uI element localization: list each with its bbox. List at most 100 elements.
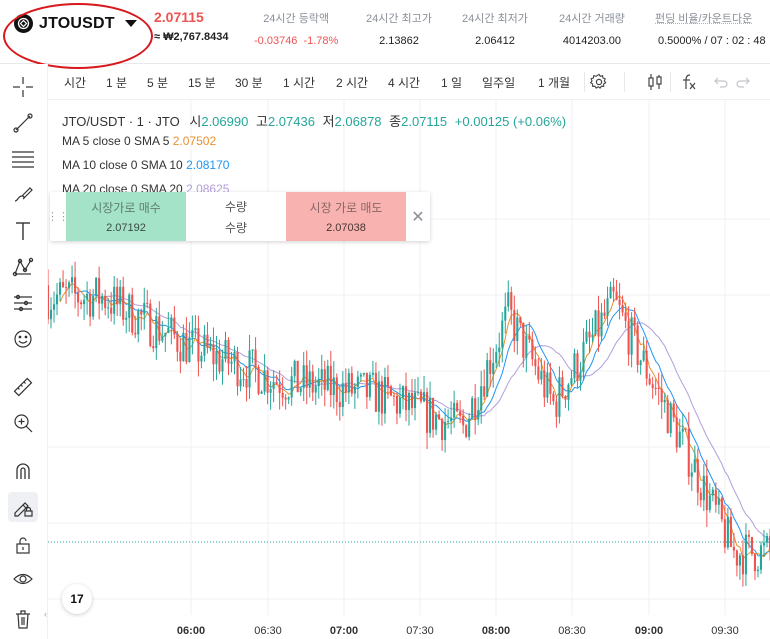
candle-body bbox=[107, 307, 110, 309]
candle-body bbox=[687, 428, 690, 477]
ma10-legend[interactable]: MA 10 close 0 SMA 10 2.08170 bbox=[62, 158, 229, 172]
market-sell-button[interactable]: 시장 가로 매도 2.07038 bbox=[286, 192, 406, 241]
candle-body bbox=[122, 286, 125, 320]
candle-body bbox=[639, 360, 642, 366]
stat-value: 2.06412 bbox=[475, 35, 515, 47]
indicators-icon[interactable] bbox=[678, 72, 698, 92]
ruler-icon[interactable] bbox=[8, 372, 38, 402]
candle-body bbox=[77, 292, 80, 303]
candle-body bbox=[206, 334, 209, 348]
tradingview-logo[interactable]: 17 bbox=[62, 584, 92, 614]
candle-body bbox=[221, 359, 224, 372]
settings-icon[interactable] bbox=[589, 72, 609, 92]
quick-trade-widget: ⋮⋮ 시장가로 매수 2.07192 수량 수량 시장 가로 매도 2.0703… bbox=[48, 192, 430, 241]
stat-label: 24시간 등락액 bbox=[263, 13, 330, 25]
candle-body bbox=[480, 386, 483, 411]
candle-body bbox=[338, 401, 341, 408]
timeframe-1d[interactable]: 1 일 bbox=[441, 76, 463, 90]
eye-icon[interactable] bbox=[8, 564, 38, 594]
candle-body bbox=[86, 293, 89, 300]
quantity-field[interactable]: 수량 수량 bbox=[186, 192, 286, 241]
candle-body bbox=[212, 344, 215, 365]
candle-body bbox=[606, 298, 609, 316]
candle-body bbox=[636, 325, 639, 366]
chart-canvas[interactable] bbox=[48, 100, 770, 639]
market-buy-button[interactable]: 시장가로 매수 2.07192 bbox=[66, 192, 186, 241]
timeframe-1h[interactable]: 1 시간 bbox=[283, 76, 316, 90]
candle-type-icon[interactable] bbox=[645, 72, 665, 92]
candle-body bbox=[128, 294, 131, 318]
fib-lines-icon[interactable] bbox=[8, 144, 38, 174]
jto-logo-icon bbox=[14, 14, 33, 33]
candle-body bbox=[651, 384, 654, 388]
candle-body bbox=[290, 376, 293, 398]
candle-body bbox=[738, 555, 741, 566]
timeframe-5m[interactable]: 5 분 bbox=[147, 76, 169, 90]
candle-body bbox=[567, 384, 570, 400]
ma5-legend[interactable]: MA 5 close 0 SMA 5 2.07502 bbox=[62, 134, 216, 148]
candle-body bbox=[383, 377, 386, 414]
candle-body bbox=[750, 536, 753, 554]
candle-body bbox=[564, 396, 567, 400]
brush-icon[interactable] bbox=[8, 180, 38, 210]
candle-body bbox=[513, 309, 516, 342]
candle-body bbox=[152, 346, 155, 349]
redo-icon[interactable] bbox=[734, 72, 754, 92]
toolbar-divider bbox=[670, 72, 671, 92]
symbol-selector[interactable]: JTOUSDT bbox=[14, 14, 137, 33]
forecast-icon[interactable] bbox=[8, 288, 38, 318]
unlock-icon[interactable] bbox=[8, 530, 38, 560]
trend-line-icon[interactable] bbox=[8, 108, 38, 138]
timeframe-1mo[interactable]: 1 개월 bbox=[538, 76, 571, 90]
close-icon[interactable]: ✕ bbox=[411, 208, 425, 226]
chevron-left-icon[interactable]: ‹ bbox=[44, 609, 47, 619]
candle-body bbox=[176, 334, 179, 352]
candle-body bbox=[49, 309, 53, 320]
ma10-line bbox=[74, 290, 770, 557]
candle-body bbox=[426, 392, 429, 433]
candle-body bbox=[308, 371, 311, 388]
candle-body bbox=[501, 320, 504, 348]
timeframe-label: 시간 bbox=[64, 76, 87, 90]
candle-body bbox=[471, 398, 474, 419]
ma10-label: MA 10 close 0 SMA 10 bbox=[62, 158, 183, 172]
candle-body bbox=[71, 277, 74, 283]
candle-body bbox=[374, 372, 377, 412]
timeframe-1m[interactable]: 1 분 bbox=[106, 76, 128, 90]
undo-icon[interactable] bbox=[710, 72, 730, 92]
timeframe-1w[interactable]: 일주일 bbox=[482, 76, 516, 90]
candle-body bbox=[759, 545, 763, 570]
candle-body bbox=[344, 383, 347, 393]
trash-icon[interactable] bbox=[8, 604, 38, 634]
text-icon[interactable] bbox=[8, 216, 38, 246]
magnet-icon[interactable] bbox=[8, 456, 38, 486]
drag-handle-icon[interactable]: ⋮⋮ bbox=[48, 211, 69, 223]
crosshair-icon[interactable] bbox=[8, 72, 38, 102]
candle-body bbox=[278, 384, 281, 393]
emoji-icon[interactable] bbox=[8, 324, 38, 354]
candle-body bbox=[711, 489, 714, 496]
price-chart[interactable]: JTO/USDT · 1 · JTO 시2.06990 고2.07436 저2.… bbox=[48, 100, 770, 639]
legend-title: JTO/USDT · 1 · JTO bbox=[62, 114, 180, 129]
pattern-icon[interactable] bbox=[8, 252, 38, 282]
candle-body bbox=[648, 378, 651, 385]
timeframe-30m[interactable]: 30 분 bbox=[235, 76, 263, 90]
candle-body bbox=[525, 335, 528, 358]
candle-body bbox=[368, 374, 371, 398]
timeframe-2h[interactable]: 2 시간 bbox=[336, 76, 369, 90]
lock-drawing-icon[interactable] bbox=[8, 492, 38, 522]
candle-body bbox=[699, 492, 702, 501]
candle-body bbox=[296, 360, 299, 393]
timeframe-15m[interactable]: 15 분 bbox=[188, 76, 216, 90]
candle-body bbox=[444, 421, 447, 441]
candle-body bbox=[83, 299, 86, 305]
candle-body bbox=[125, 317, 128, 320]
candle-body bbox=[714, 489, 717, 505]
candle-body bbox=[585, 331, 588, 342]
candle-body bbox=[395, 395, 399, 414]
candle-body bbox=[386, 377, 389, 387]
zoom-in-icon[interactable] bbox=[8, 408, 38, 438]
timeframe-4h[interactable]: 4 시간 bbox=[388, 76, 421, 90]
candle-body bbox=[119, 286, 122, 305]
